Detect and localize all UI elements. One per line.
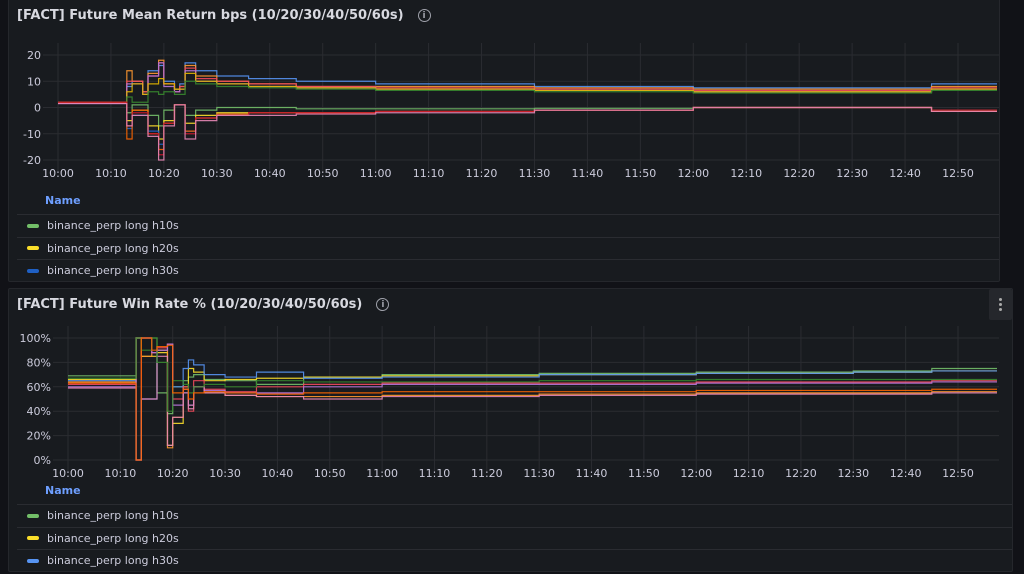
legend-name-header[interactable]: Name	[45, 484, 81, 497]
y-tick-label: -20	[23, 154, 41, 167]
win-rate-panel: [FACT] Future Win Rate % (10/20/30/40/50…	[8, 288, 1013, 572]
x-tick-label: 11:50	[625, 167, 657, 180]
x-tick-label: 12:50	[942, 167, 974, 180]
x-tick-label: 12:50	[942, 467, 974, 480]
series-color-swatch	[27, 513, 39, 518]
legend-label: binance_perp long h10s	[47, 509, 179, 523]
x-tick-label: 12:10	[730, 167, 762, 180]
x-tick-label: 10:20	[157, 467, 189, 480]
y-tick-label: 0	[34, 102, 41, 115]
info-icon[interactable]: i	[376, 298, 390, 311]
x-tick-label: 10:10	[105, 467, 137, 480]
x-tick-label: 10:00	[52, 467, 84, 480]
legend-item[interactable]: binance_perp long h30s	[17, 259, 999, 281]
series-color-swatch	[27, 246, 39, 251]
x-tick-label: 11:40	[572, 167, 604, 180]
panel-title: [FACT] Future Win Rate % (10/20/30/40/50…	[17, 297, 390, 312]
legend-item[interactable]: binance_perp long h10s	[17, 504, 1012, 527]
y-tick-label: 10	[27, 75, 41, 88]
x-tick-label: 10:30	[201, 167, 233, 180]
x-tick-label: 10:10	[95, 167, 127, 180]
y-tick-label: -10	[23, 128, 41, 141]
x-tick-label: 10:30	[209, 467, 241, 480]
legend-label: binance_perp long h30s	[47, 264, 179, 278]
panel-title: [FACT] Future Mean Return bps (10/20/30/…	[17, 8, 431, 23]
x-tick-label: 12:20	[783, 167, 815, 180]
win-rate-chart[interactable]: 100% 80% 60% 40% 20% 0%10:00 10:10 10:20 10:30 10…	[9, 289, 1013, 489]
mean-return-panel: [FACT] Future Mean Return bps (10/20/30/…	[8, 0, 1000, 282]
legend-item[interactable]: binance_perp long h20s	[17, 526, 1012, 550]
legend-item[interactable]: binance_perp long h20s	[17, 236, 999, 260]
x-tick-label: 12:40	[889, 167, 921, 180]
y-tick-label: 60%	[27, 381, 51, 394]
x-tick-label: 10:00	[42, 167, 74, 180]
legend-label: binance_perp long h20s	[47, 241, 179, 255]
series-color-swatch	[27, 268, 39, 273]
legend: Name binance_perp long h10s binance_perp …	[17, 194, 999, 281]
x-tick-label: 12:00	[680, 467, 712, 480]
x-tick-label: 11:20	[471, 467, 503, 480]
legend-label: binance_perp long h20s	[47, 531, 179, 545]
series-color-swatch	[27, 536, 39, 541]
x-tick-label: 11:30	[519, 167, 551, 180]
y-tick-label: 20%	[27, 430, 51, 443]
series-line[interactable]	[68, 343, 997, 461]
legend-item[interactable]: binance_perp long h30s	[17, 549, 1012, 571]
legend-label: binance_perp long h10s	[47, 219, 179, 233]
legend-label: binance_perp long h30s	[47, 554, 179, 568]
x-tick-label: 10:20	[148, 167, 180, 180]
y-tick-label: 0%	[34, 454, 51, 467]
series-line[interactable]	[58, 62, 997, 105]
kebab-menu-icon[interactable]	[989, 289, 1012, 320]
series-line[interactable]	[58, 101, 997, 127]
y-tick-label: 20	[27, 49, 41, 62]
series-line[interactable]	[58, 102, 997, 161]
x-tick-label: 12:00	[677, 167, 709, 180]
legend: Name binance_perp long h10s binance_perp …	[17, 484, 1012, 571]
legend-name-header[interactable]: Name	[45, 194, 81, 207]
series-line[interactable]	[58, 80, 997, 103]
x-tick-label: 11:10	[413, 167, 445, 180]
series-line[interactable]	[58, 62, 997, 103]
x-tick-label: 10:50	[307, 167, 339, 180]
series-line[interactable]	[68, 337, 997, 461]
series-color-swatch	[27, 558, 39, 563]
x-tick-label: 10:40	[254, 167, 286, 180]
x-tick-label: 11:00	[366, 467, 398, 480]
series-line[interactable]	[68, 337, 997, 461]
y-tick-label: 40%	[27, 405, 51, 418]
legend-item[interactable]: binance_perp long h10s	[17, 214, 999, 237]
x-tick-label: 12:20	[785, 467, 817, 480]
x-tick-label: 10:50	[314, 467, 346, 480]
x-tick-label: 12:30	[837, 467, 869, 480]
x-tick-label: 12:40	[890, 467, 922, 480]
x-tick-label: 12:10	[733, 467, 765, 480]
series-color-swatch	[27, 223, 39, 228]
x-tick-label: 11:10	[419, 467, 451, 480]
x-tick-label: 11:40	[576, 467, 608, 480]
x-tick-label: 11:20	[466, 167, 498, 180]
series-line[interactable]	[58, 62, 997, 103]
x-tick-label: 11:50	[628, 467, 660, 480]
x-tick-label: 11:00	[360, 167, 392, 180]
x-tick-label: 12:30	[836, 167, 868, 180]
x-tick-label: 11:30	[523, 467, 555, 480]
y-tick-label: 80%	[27, 356, 51, 369]
y-tick-label: 100%	[20, 332, 51, 345]
x-tick-label: 10:40	[262, 467, 294, 480]
info-icon[interactable]: i	[417, 9, 431, 22]
